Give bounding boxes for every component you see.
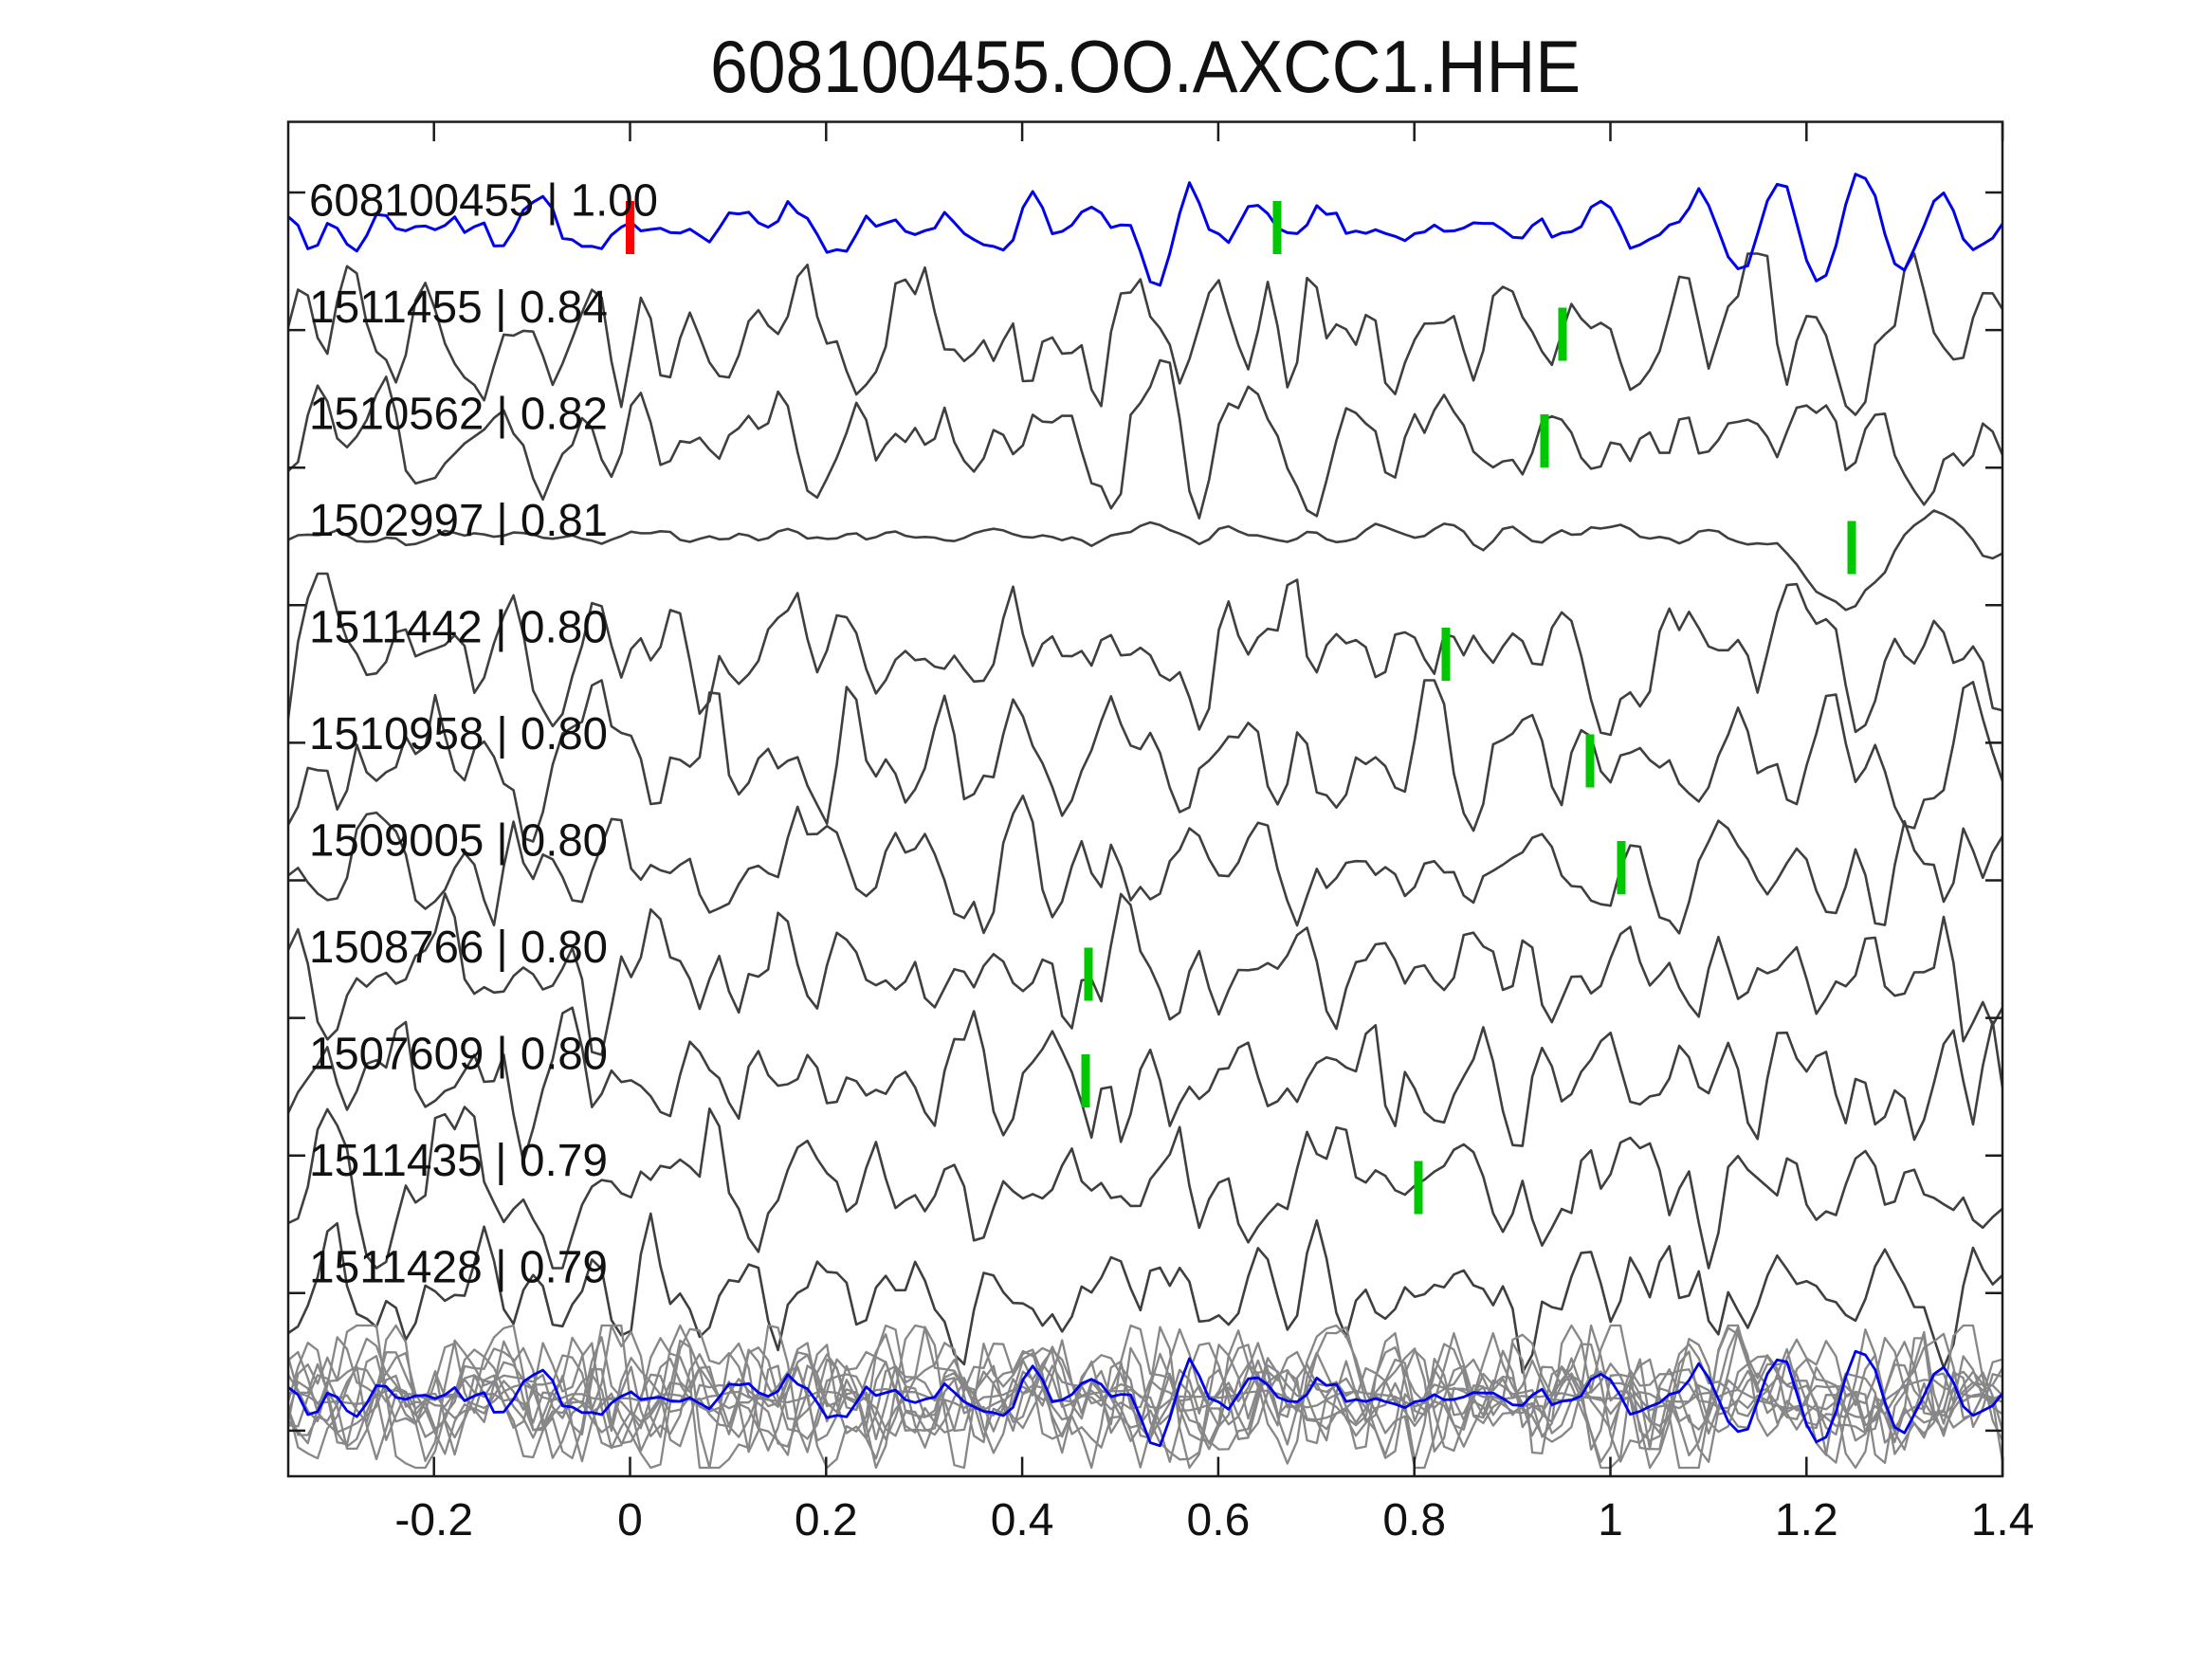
svg-text:1.2: 1.2 — [1775, 1495, 1838, 1545]
svg-text:0.4: 0.4 — [991, 1495, 1054, 1545]
svg-text:608100455.OO.AXCC1.HHE: 608100455.OO.AXCC1.HHE — [710, 25, 1581, 108]
svg-text:1507609 | 0.80: 1507609 | 0.80 — [309, 1030, 608, 1080]
svg-text:1511428 | 0.79: 1511428 | 0.79 — [309, 1243, 608, 1293]
svg-text:1511435 | 0.79: 1511435 | 0.79 — [309, 1136, 608, 1186]
svg-text:0.8: 0.8 — [1382, 1495, 1446, 1545]
svg-text:1511442 | 0.80: 1511442 | 0.80 — [309, 603, 608, 653]
svg-text:0.2: 0.2 — [795, 1495, 858, 1545]
svg-text:1: 1 — [1598, 1495, 1623, 1545]
svg-text:1.4: 1.4 — [1971, 1495, 2035, 1545]
svg-text:1511455 | 0.84: 1511455 | 0.84 — [309, 283, 608, 333]
svg-text:1509005 | 0.80: 1509005 | 0.80 — [309, 816, 608, 867]
svg-text:1508766 | 0.80: 1508766 | 0.80 — [309, 923, 608, 973]
svg-text:1510958 | 0.80: 1510958 | 0.80 — [309, 709, 608, 759]
svg-text:-0.2: -0.2 — [394, 1495, 473, 1545]
svg-text:608100455 | 1.00: 608100455 | 1.00 — [309, 176, 658, 227]
svg-text:0.6: 0.6 — [1187, 1495, 1251, 1545]
svg-text:0: 0 — [617, 1495, 643, 1545]
svg-text:1502997 | 0.81: 1502997 | 0.81 — [309, 496, 608, 546]
svg-text:1510562 | 0.82: 1510562 | 0.82 — [309, 390, 608, 440]
